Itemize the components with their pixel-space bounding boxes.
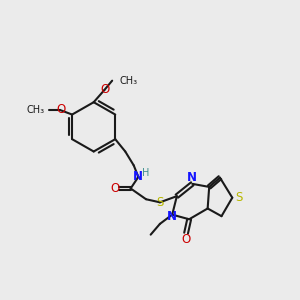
Text: N: N [187, 171, 197, 184]
Text: O: O [111, 182, 120, 195]
Text: CH₃: CH₃ [26, 105, 44, 115]
Text: O: O [182, 233, 191, 246]
Text: S: S [235, 191, 242, 204]
Text: O: O [100, 83, 110, 96]
Text: O: O [56, 103, 65, 116]
Text: H: H [142, 168, 150, 178]
Text: CH₃: CH₃ [119, 76, 137, 86]
Text: S: S [156, 196, 164, 209]
Text: N: N [167, 210, 177, 223]
Text: N: N [134, 170, 143, 183]
